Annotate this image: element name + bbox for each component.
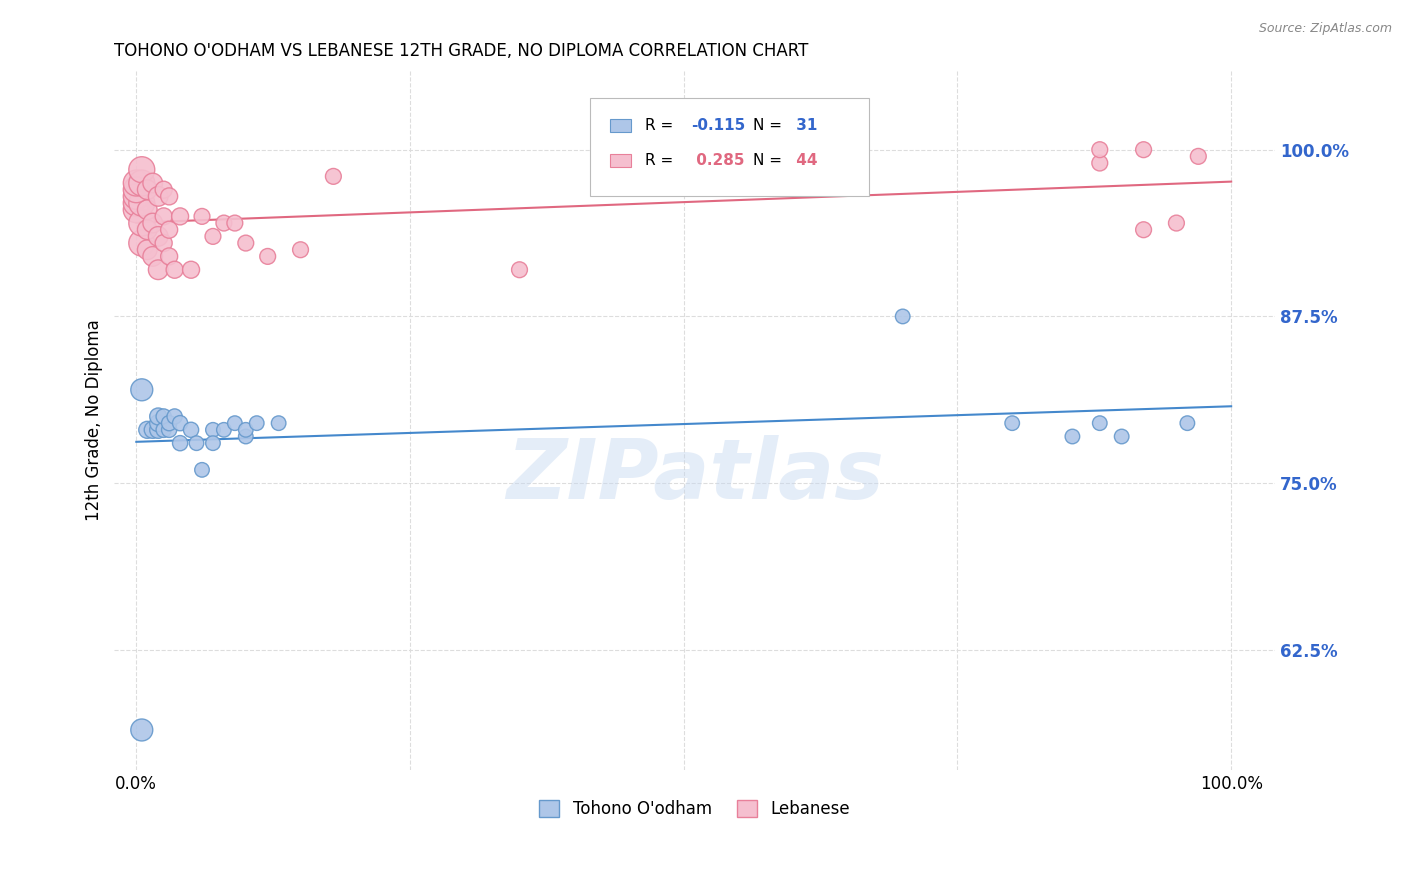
- Point: [191, 210, 214, 224]
- Point: [125, 196, 148, 211]
- Point: [131, 176, 153, 190]
- Text: N =: N =: [752, 118, 786, 133]
- Point: [1166, 216, 1188, 230]
- Point: [152, 409, 174, 424]
- Point: [136, 202, 159, 217]
- Point: [148, 409, 170, 424]
- Text: N =: N =: [752, 153, 786, 169]
- Text: ZIPatlas: ZIPatlas: [506, 435, 883, 516]
- Y-axis label: 12th Grade, No Diploma: 12th Grade, No Diploma: [86, 319, 103, 521]
- Point: [157, 416, 180, 430]
- Point: [246, 416, 269, 430]
- Point: [131, 162, 153, 177]
- Point: [191, 463, 214, 477]
- Point: [125, 183, 148, 197]
- Point: [152, 235, 174, 250]
- Point: [1001, 416, 1024, 430]
- Text: TOHONO O'ODHAM VS LEBANESE 12TH GRADE, NO DIPLOMA CORRELATION CHART: TOHONO O'ODHAM VS LEBANESE 12TH GRADE, N…: [114, 42, 808, 60]
- Point: [322, 169, 344, 184]
- Text: R =: R =: [645, 153, 678, 169]
- Point: [131, 383, 153, 397]
- Point: [136, 223, 159, 237]
- Point: [1132, 223, 1154, 237]
- Point: [1187, 149, 1209, 163]
- Text: -0.115: -0.115: [692, 118, 745, 133]
- Point: [131, 235, 153, 250]
- Point: [152, 183, 174, 197]
- Point: [169, 210, 191, 224]
- Text: R =: R =: [645, 118, 678, 133]
- Point: [235, 429, 257, 443]
- Point: [157, 189, 180, 203]
- Point: [148, 189, 170, 203]
- Point: [180, 262, 202, 277]
- Point: [131, 216, 153, 230]
- Point: [1088, 156, 1111, 170]
- Point: [131, 723, 153, 737]
- Point: [201, 423, 224, 437]
- Point: [157, 249, 180, 263]
- Text: Source: ZipAtlas.com: Source: ZipAtlas.com: [1258, 22, 1392, 36]
- Point: [508, 262, 530, 277]
- Point: [142, 216, 165, 230]
- Point: [142, 249, 165, 263]
- Point: [152, 210, 174, 224]
- Point: [163, 409, 186, 424]
- Point: [224, 416, 246, 430]
- Point: [267, 416, 290, 430]
- Point: [125, 176, 148, 190]
- Point: [290, 243, 312, 257]
- Point: [256, 249, 278, 263]
- Point: [163, 262, 186, 277]
- Point: [180, 423, 202, 437]
- FancyBboxPatch shape: [610, 120, 631, 132]
- Point: [891, 310, 914, 324]
- Point: [148, 229, 170, 244]
- Point: [125, 202, 148, 217]
- FancyBboxPatch shape: [610, 154, 631, 167]
- Legend: Tohono O'odham, Lebanese: Tohono O'odham, Lebanese: [533, 793, 856, 825]
- Point: [235, 235, 257, 250]
- Point: [169, 416, 191, 430]
- Point: [148, 262, 170, 277]
- Point: [136, 183, 159, 197]
- Point: [131, 196, 153, 211]
- Point: [142, 423, 165, 437]
- Point: [212, 423, 235, 437]
- Point: [136, 423, 159, 437]
- Point: [1088, 143, 1111, 157]
- Point: [1177, 416, 1199, 430]
- Point: [1111, 429, 1133, 443]
- Text: 0.285: 0.285: [692, 153, 745, 169]
- Point: [148, 423, 170, 437]
- Point: [136, 243, 159, 257]
- Point: [157, 223, 180, 237]
- Text: 31: 31: [792, 118, 817, 133]
- Point: [169, 436, 191, 450]
- Point: [186, 436, 208, 450]
- Point: [1132, 143, 1154, 157]
- Point: [201, 229, 224, 244]
- Point: [1062, 429, 1084, 443]
- Point: [212, 216, 235, 230]
- Point: [224, 216, 246, 230]
- Point: [157, 423, 180, 437]
- Point: [201, 436, 224, 450]
- Text: 44: 44: [792, 153, 817, 169]
- Point: [142, 176, 165, 190]
- Point: [152, 423, 174, 437]
- Point: [148, 416, 170, 430]
- Point: [125, 189, 148, 203]
- FancyBboxPatch shape: [591, 97, 869, 195]
- Point: [235, 423, 257, 437]
- Point: [1088, 416, 1111, 430]
